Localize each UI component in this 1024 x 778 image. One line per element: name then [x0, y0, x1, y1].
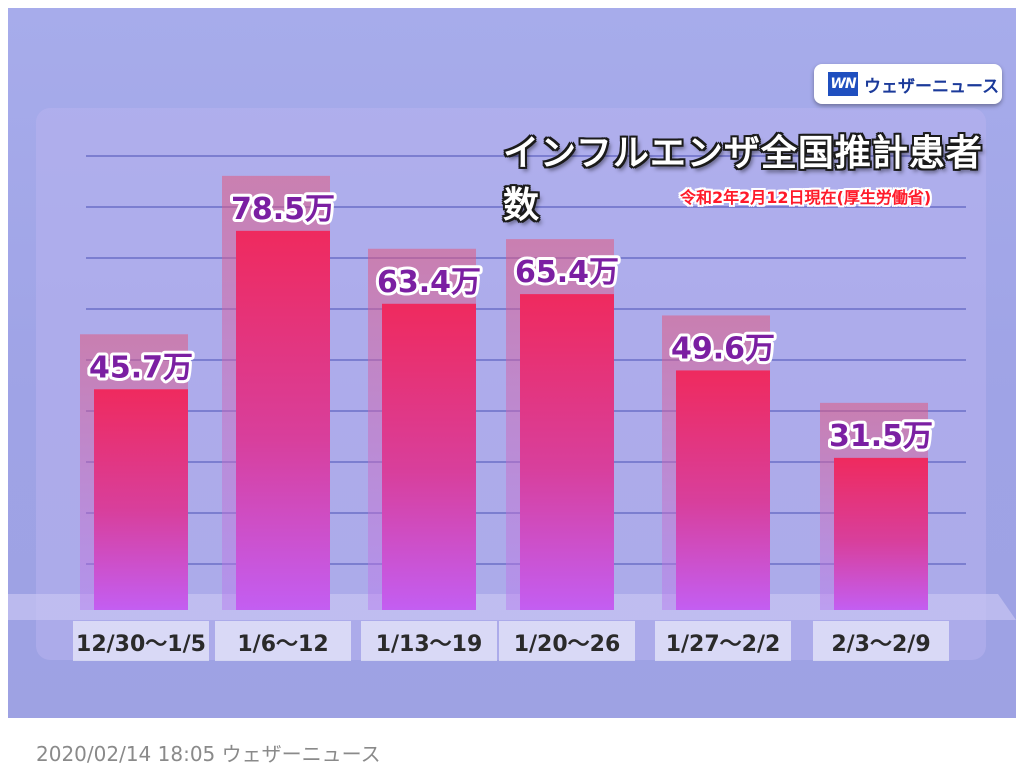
footer-caption: 2020/02/14 18:05 ウェザーニュース: [36, 738, 381, 767]
chart-svg: 45.7万 78.5万 63.4万 65.4万 49.6万 31.5万 12/30～1/5…: [8, 108, 1016, 661]
tick-label-box: [655, 621, 791, 661]
logo-text: ウェザーニュース: [864, 76, 1000, 97]
bar: [676, 370, 770, 610]
data-label: 45.7万: [89, 350, 193, 385]
data-label: 49.6万: [671, 331, 775, 366]
footer-source: ウェザーニュース: [221, 742, 381, 766]
data-label: 78.5万: [231, 192, 335, 227]
x-tick-label: 1/13～19: [376, 632, 483, 657]
data-label: 63.4万: [377, 265, 481, 300]
bar: [520, 294, 614, 610]
tick-label-box: [73, 621, 209, 661]
bars: [80, 175, 928, 611]
x-tick-label: 1/20～26: [514, 632, 621, 657]
data-label: 31.5万: [829, 419, 933, 454]
data-label: 65.4万: [515, 255, 619, 290]
tick-label-box: [215, 621, 351, 661]
wn-logo-icon: WN: [828, 72, 858, 96]
tick-label-box: [361, 621, 497, 661]
x-tick-label: 2/3～2/9: [831, 632, 930, 657]
chart-subtitle: 令和2年2月12日現在(厚生労働省): [680, 188, 932, 207]
bar: [382, 303, 476, 610]
chart-title: インフルエンザ全国推計患者数: [503, 133, 983, 226]
x-tick-labels: 12/30～1/5 1/6～12 1/13～19 1/20～26 1/27～2/2 2/3…: [73, 621, 949, 661]
tick-label-box: [813, 621, 949, 661]
x-tick-label: 1/6～12: [237, 632, 328, 657]
bar: [834, 457, 928, 610]
chart-panel: 45.7万 78.5万 63.4万 65.4万 49.6万 31.5万 12/30～1/5…: [8, 8, 1016, 718]
x-tick-label: 1/27～2/2: [666, 632, 781, 657]
x-tick-label: 12/30～1/5: [76, 632, 206, 657]
data-labels: 45.7万 78.5万 63.4万 65.4万 49.6万 31.5万: [86, 189, 936, 457]
bar: [94, 389, 188, 610]
footer-date: 2020/02/14 18:05: [36, 742, 216, 766]
tick-label-box: [499, 621, 635, 661]
weathernews-logo: WN ウェザーニュース: [814, 64, 1002, 104]
bar: [236, 230, 330, 610]
